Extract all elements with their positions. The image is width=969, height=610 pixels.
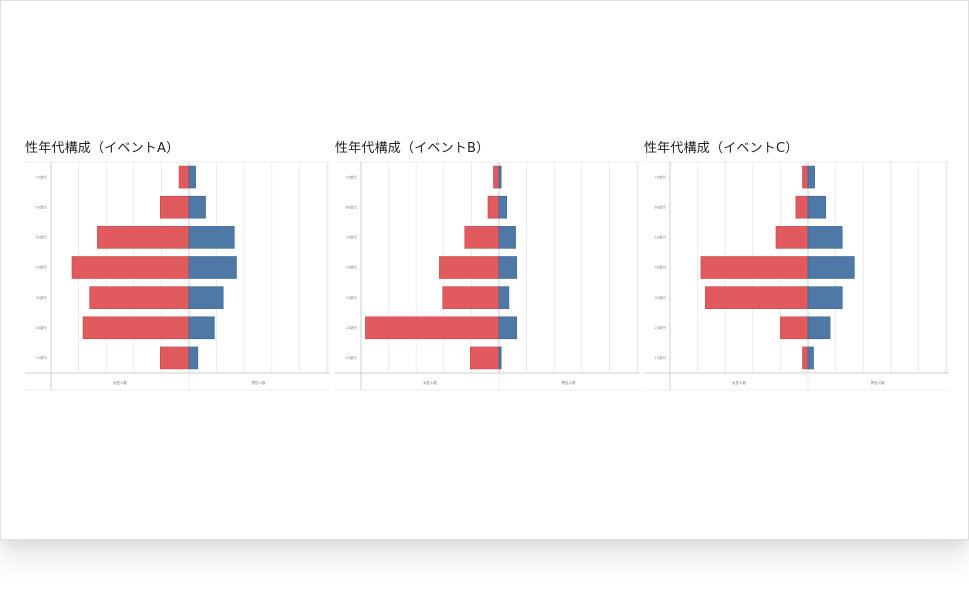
y-tick-label: 20歳代 <box>346 325 358 330</box>
y-tick-label: 60歳代 <box>346 204 358 209</box>
y-tick-label: 70歳代 <box>36 174 48 179</box>
female-bar <box>365 316 500 340</box>
male-bar <box>188 346 199 370</box>
y-tick-label: 50歳代 <box>346 235 358 240</box>
x-axis-label: 男性人数 <box>252 380 266 385</box>
male-bar <box>807 316 831 340</box>
female-bar <box>89 286 190 309</box>
male-bar <box>807 286 843 309</box>
male-bar <box>807 195 826 219</box>
female-bar <box>97 226 190 249</box>
female-bar <box>700 256 809 279</box>
y-tick-label: 40歳代 <box>36 265 48 270</box>
y-tick-label: 10歳代 <box>346 355 358 360</box>
y-tick-label: 50歳代 <box>655 235 667 240</box>
male-bar <box>807 256 855 279</box>
y-tick-label: 30歳代 <box>346 295 358 300</box>
y-tick-label: 70歳代 <box>655 174 667 179</box>
female-bar <box>795 195 809 219</box>
y-tick-label: 40歳代 <box>346 265 358 270</box>
y-tick-label: 40歳代 <box>655 265 667 270</box>
chart-title: 性年代構成（イベントA） <box>25 141 180 156</box>
male-bar <box>188 195 206 219</box>
female-bar <box>487 195 500 219</box>
male-bar <box>498 165 502 189</box>
female-bar <box>159 346 190 370</box>
male-bar <box>498 226 516 249</box>
male-bar <box>498 286 510 309</box>
y-tick-label: 60歳代 <box>655 204 667 209</box>
y-tick-label: 20歳代 <box>36 325 48 330</box>
y-tick-label: 60歳代 <box>36 204 48 209</box>
female-bar <box>705 286 809 309</box>
female-bar <box>178 165 190 189</box>
chart-title: 性年代構成（イベントB） <box>335 141 490 156</box>
male-bar <box>498 346 502 370</box>
male-bar <box>498 256 517 279</box>
y-tick-label: 10歳代 <box>655 355 667 360</box>
chart-panel-c: 性年代構成（イベントC） 70歳代 60歳代 50歳代 40歳代 30歳代 20歳代 10歳… <box>644 137 949 392</box>
female-bar <box>780 316 809 340</box>
y-tick-label: 70歳代 <box>346 174 358 179</box>
female-bar <box>442 286 500 309</box>
chart-panel-a: 性年代構成（イベントA） 70歳代 60歳代 50歳代 40歳代 30歳代 20歳代 10歳… <box>25 137 330 392</box>
male-bar <box>807 165 815 189</box>
chart-title: 性年代構成（イベントC） <box>644 141 799 156</box>
male-bar <box>498 195 508 219</box>
x-axis-label: 女性人数 <box>423 380 437 385</box>
female-bar <box>159 195 190 219</box>
male-bar <box>807 226 843 249</box>
male-bar <box>188 286 224 309</box>
y-tick-label: 30歳代 <box>655 295 667 300</box>
male-bar <box>188 316 215 340</box>
female-bar <box>439 256 500 279</box>
female-bar <box>802 165 809 189</box>
female-bar <box>469 346 500 370</box>
y-tick-label: 20歳代 <box>655 325 667 330</box>
chart-panel-b: 性年代構成（イベントB） 70歳代 60歳代 50歳代 40歳代 30歳代 20歳代 10歳… <box>335 137 640 392</box>
y-tick-label: 10歳代 <box>36 355 48 360</box>
female-bar <box>464 226 500 249</box>
male-bar <box>188 256 237 279</box>
female-bar <box>82 316 190 340</box>
male-bar <box>188 165 196 189</box>
female-bar <box>71 256 190 279</box>
report-card: 性年代構成（イベントA） 70歳代 60歳代 50歳代 40歳代 30歳代 20歳代 10歳… <box>0 0 969 540</box>
x-axis-label: 男性人数 <box>562 380 576 385</box>
female-bar <box>775 226 809 249</box>
y-tick-label: 50歳代 <box>36 235 48 240</box>
male-bar <box>807 346 814 370</box>
male-bar <box>498 316 517 340</box>
male-bar <box>188 226 235 249</box>
x-axis-label: 女性人数 <box>113 380 127 385</box>
female-bar <box>493 165 500 189</box>
x-axis-label: 男性人数 <box>871 380 885 385</box>
x-axis-label: 女性人数 <box>732 380 746 385</box>
female-bar <box>802 346 809 370</box>
y-tick-label: 30歳代 <box>36 295 48 300</box>
